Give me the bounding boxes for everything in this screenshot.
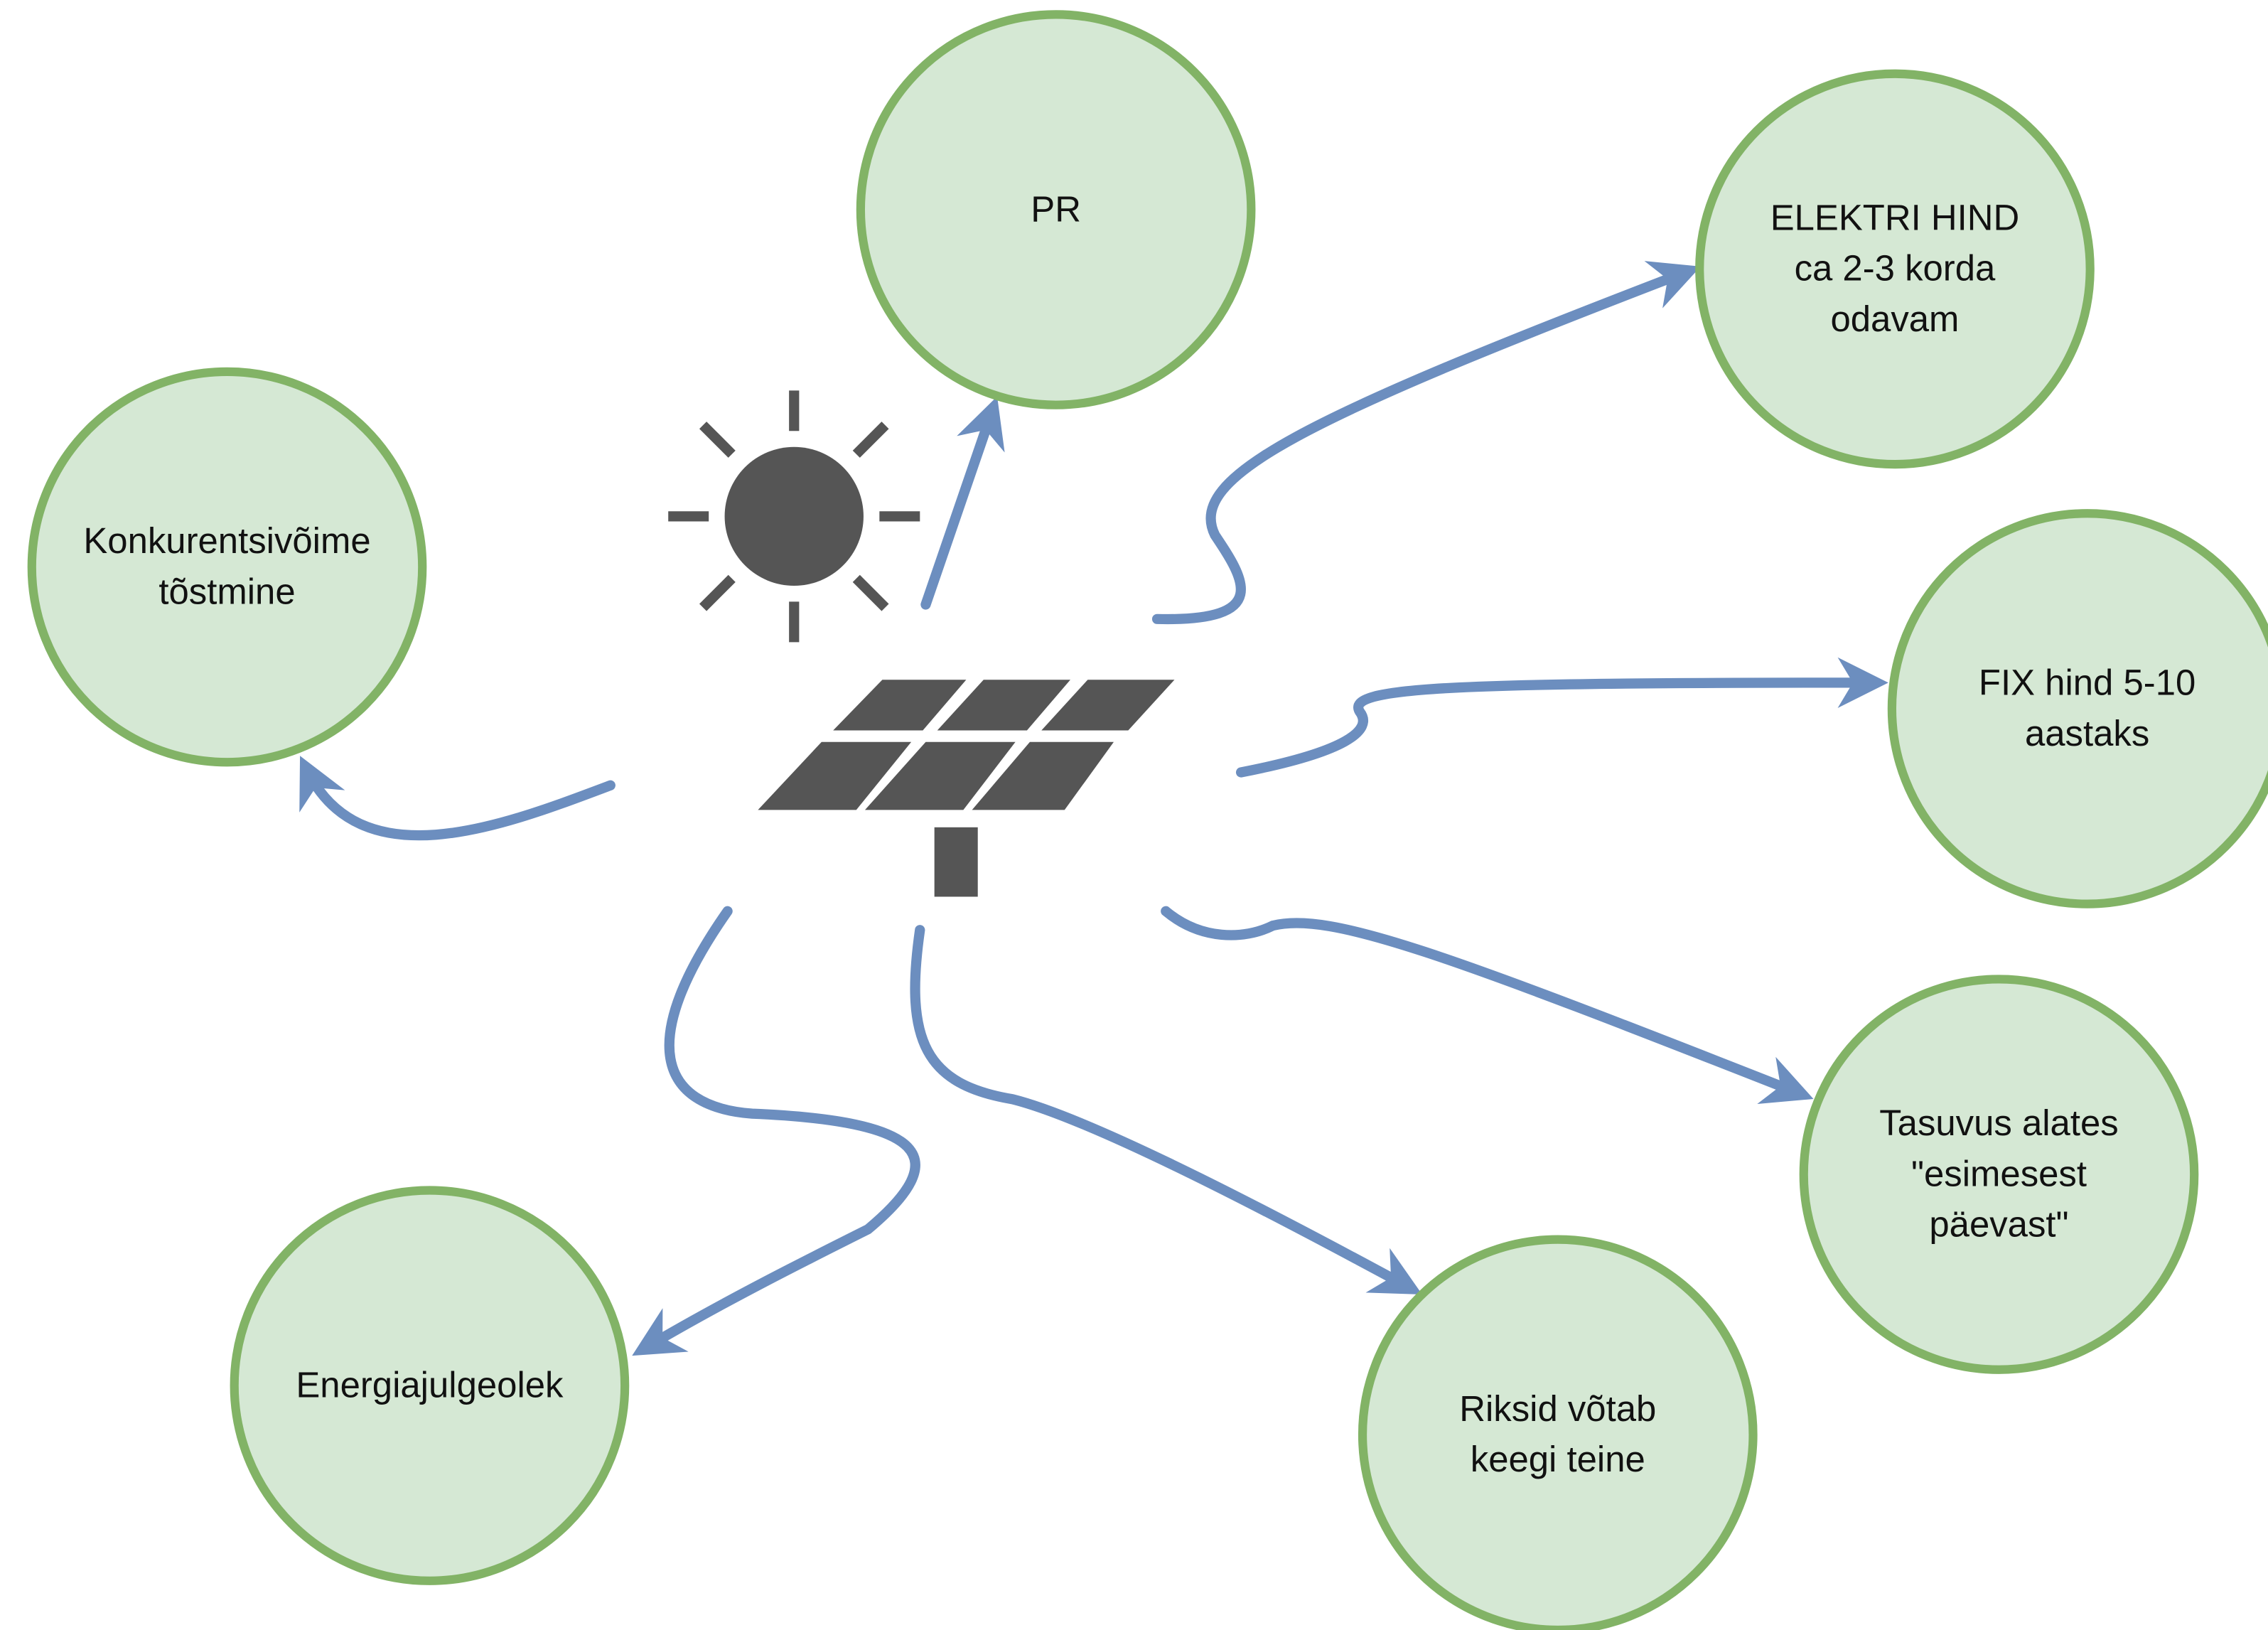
node-label: ca 2-3 korda: [1795, 248, 1996, 289]
node-label: PR: [1031, 188, 1081, 229]
node-label: Konkurentsivõime: [83, 520, 370, 561]
node: Riksid võtab keegi teine: [1358, 1235, 1758, 1630]
node-label: keegi teine: [1471, 1439, 1645, 1479]
node-label: FIX hind 5-10: [1979, 663, 2196, 703]
node-label: ELEKTRI HIND: [1770, 198, 2019, 238]
node-circle: [230, 1186, 630, 1585]
node-circle: [856, 10, 1256, 409]
node-circle: [1887, 509, 2268, 908]
node-circle: [27, 367, 427, 767]
node: ELEKTRI HIND ca 2-3 korda odavam: [1695, 69, 2095, 469]
node-label: tõstmine: [158, 571, 295, 611]
node-label: Tasuvus alates: [1879, 1103, 2118, 1143]
node-circle: [1695, 69, 2095, 469]
nodes: PR ELEKTRI HIND ca 2-3 korda odavam Konkuren…: [27, 10, 2268, 1630]
node: PR: [856, 10, 1256, 409]
node-label: odavam: [1830, 299, 1959, 339]
node-label: Energiajulgeolek: [296, 1364, 564, 1405]
arrows: [299, 261, 1888, 1356]
sun-icon: [668, 390, 920, 643]
node-label: Riksid võtab: [1459, 1388, 1656, 1429]
node-circle: [1799, 975, 2199, 1374]
node: Energiajulgeolek: [230, 1186, 630, 1585]
solar-panel-icon: [758, 680, 1175, 897]
node: Konkurentsivõime tõstmine: [27, 367, 427, 767]
node-label: päevast": [1929, 1204, 2068, 1245]
node: Tasuvus alates "esimesest päevast": [1799, 975, 2199, 1374]
node-label: aastaks: [2025, 713, 2149, 754]
node: FIX hind 5-10 aastaks: [1887, 509, 2268, 908]
node-label: "esimesest: [1911, 1153, 2087, 1194]
node-circle: [1358, 1235, 1758, 1630]
